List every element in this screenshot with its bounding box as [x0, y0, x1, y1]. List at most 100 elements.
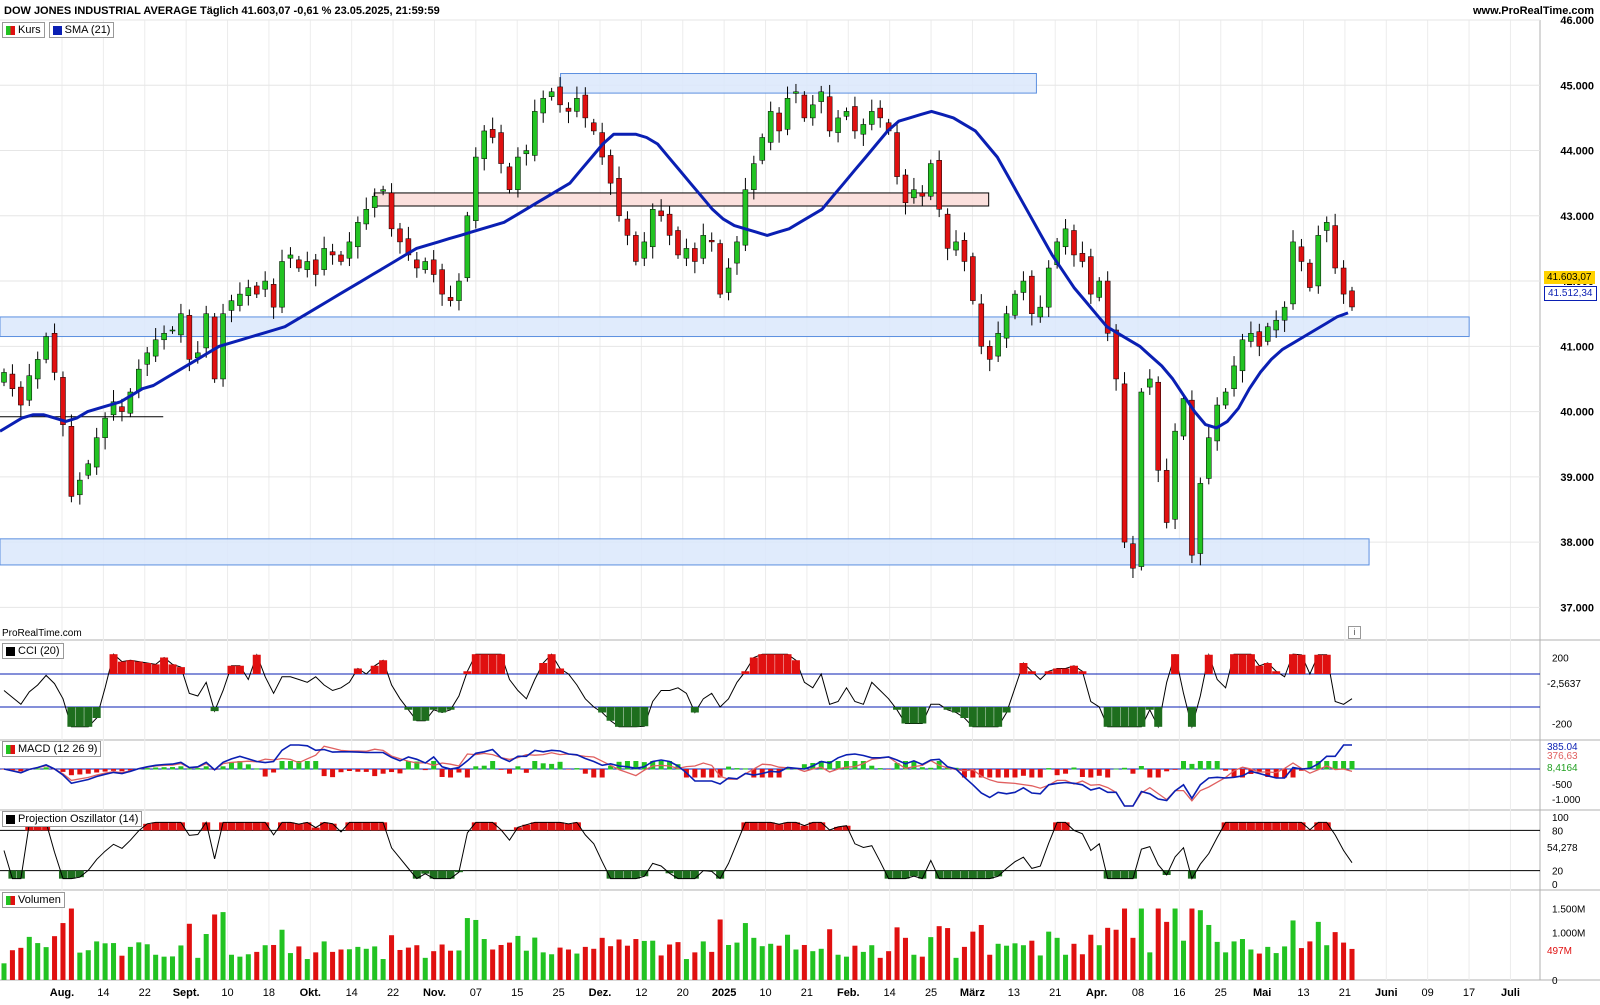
candle-up — [204, 314, 209, 348]
volume-bar — [18, 948, 23, 980]
cci-legend[interactable]: CCI (20) — [2, 643, 64, 659]
candle-down — [431, 260, 436, 275]
macd-hist-bar — [305, 761, 310, 770]
cci-overbought — [371, 666, 379, 674]
x-tick-label: 17 — [1463, 987, 1475, 999]
cci-oversold — [211, 707, 219, 711]
x-tick-label: 21 — [1049, 987, 1061, 999]
candle-up — [954, 242, 959, 250]
legend-kurs[interactable]: Kurs — [2, 22, 45, 38]
macd-hist-bar — [1164, 769, 1169, 771]
volume-bar — [1189, 909, 1194, 980]
candle-down — [895, 133, 900, 177]
volume-bar — [178, 945, 183, 980]
cci-oversold — [76, 707, 84, 727]
cci-oversold — [623, 707, 631, 727]
x-tick-label: 22 — [139, 987, 151, 999]
macd-hist-bar — [448, 769, 453, 778]
macd-hist-bar — [625, 761, 630, 770]
po-overbought — [1297, 822, 1305, 830]
volume-bar — [280, 930, 285, 980]
po-oversold — [607, 871, 615, 879]
volume-bar — [515, 936, 520, 980]
x-tick-label: 15 — [511, 987, 523, 999]
po-oversold — [682, 871, 690, 879]
cci-overbought — [1289, 654, 1297, 674]
y-tick-label: 38.000 — [1560, 537, 1594, 549]
macd-hist-bar — [1324, 761, 1329, 770]
macd-hist-bar — [204, 766, 209, 769]
macd-hist-bar — [701, 769, 706, 778]
po-oversold — [623, 871, 631, 879]
volume-bar — [954, 958, 959, 980]
volume-bar — [128, 947, 133, 980]
macd-hist-bar — [44, 767, 49, 769]
sma-swatch-icon — [53, 26, 62, 35]
candle-up — [263, 281, 268, 289]
candle-up — [1012, 294, 1017, 315]
po-overbought — [548, 822, 556, 830]
macd-hist-bar — [440, 769, 445, 777]
candle-down — [979, 304, 984, 346]
cci-oversold — [969, 707, 977, 727]
cci-overbought — [472, 654, 480, 674]
cci-overbought — [169, 664, 177, 674]
macd-tick-label: -500 — [1552, 780, 1572, 791]
macd-legend[interactable]: MACD (12 26 9) — [2, 741, 101, 757]
po-swatch-icon — [6, 815, 15, 824]
candle-down — [338, 255, 343, 262]
candle-up — [35, 359, 40, 379]
cci-oversold — [977, 707, 985, 727]
cci-oversold — [438, 707, 446, 713]
candle-down — [1333, 226, 1338, 268]
macd-hist-bar — [1105, 769, 1110, 778]
candle-down — [608, 155, 613, 183]
macd-hist-bar — [928, 768, 933, 770]
volume-bar — [1257, 954, 1262, 980]
volume-bar — [1080, 954, 1085, 980]
po-overbought — [371, 822, 379, 830]
cci-oversold — [1129, 707, 1137, 727]
volume-bar — [271, 945, 276, 980]
macd-hist-bar — [246, 764, 251, 769]
x-tick-label: Feb. — [837, 987, 860, 999]
po-overbought — [480, 822, 488, 830]
x-tick-label: März — [960, 987, 986, 999]
cci-oversold — [413, 707, 421, 721]
macd-hist-bar — [1215, 761, 1220, 770]
macd-hist-bar — [1139, 766, 1144, 770]
candle-down — [1130, 544, 1135, 568]
x-tick-label: 08 — [1132, 987, 1144, 999]
sma-line — [0, 111, 1348, 431]
volume-bar — [1105, 928, 1110, 980]
volume-bar — [734, 943, 739, 980]
macd-hist-bar — [743, 768, 748, 769]
cci-overbought — [1272, 671, 1280, 674]
volume-bar — [558, 948, 563, 980]
cci-oversold — [944, 707, 952, 710]
info-icon[interactable]: i — [1348, 626, 1361, 639]
volume-bar — [1139, 909, 1144, 980]
x-tick-label: 09 — [1422, 987, 1434, 999]
cci-overbought — [118, 662, 126, 674]
po-tick-label: 100 — [1552, 813, 1569, 824]
candle-down — [583, 95, 588, 118]
candle-up — [1215, 405, 1220, 441]
volume-bar — [1088, 935, 1093, 980]
po-legend[interactable]: Projection Oszillator (14) — [2, 811, 142, 827]
zone-red — [374, 193, 988, 206]
candle-up — [844, 111, 849, 116]
candle-up — [86, 464, 91, 475]
site-link[interactable]: www.ProRealTime.com — [1473, 5, 1594, 17]
legend-sma[interactable]: SMA (21) — [49, 22, 115, 38]
volume-bar — [1063, 955, 1068, 980]
volume-bar — [263, 945, 268, 980]
vol-legend[interactable]: Volumen — [2, 892, 65, 908]
macd-hist-bar — [566, 769, 571, 770]
macd-hist-bar — [726, 767, 731, 770]
volume-bar — [802, 945, 807, 980]
candle-down — [1164, 470, 1169, 522]
volume-bar — [566, 950, 571, 980]
volume-bar — [10, 950, 15, 980]
vol-legend-label: Volumen — [18, 894, 61, 906]
